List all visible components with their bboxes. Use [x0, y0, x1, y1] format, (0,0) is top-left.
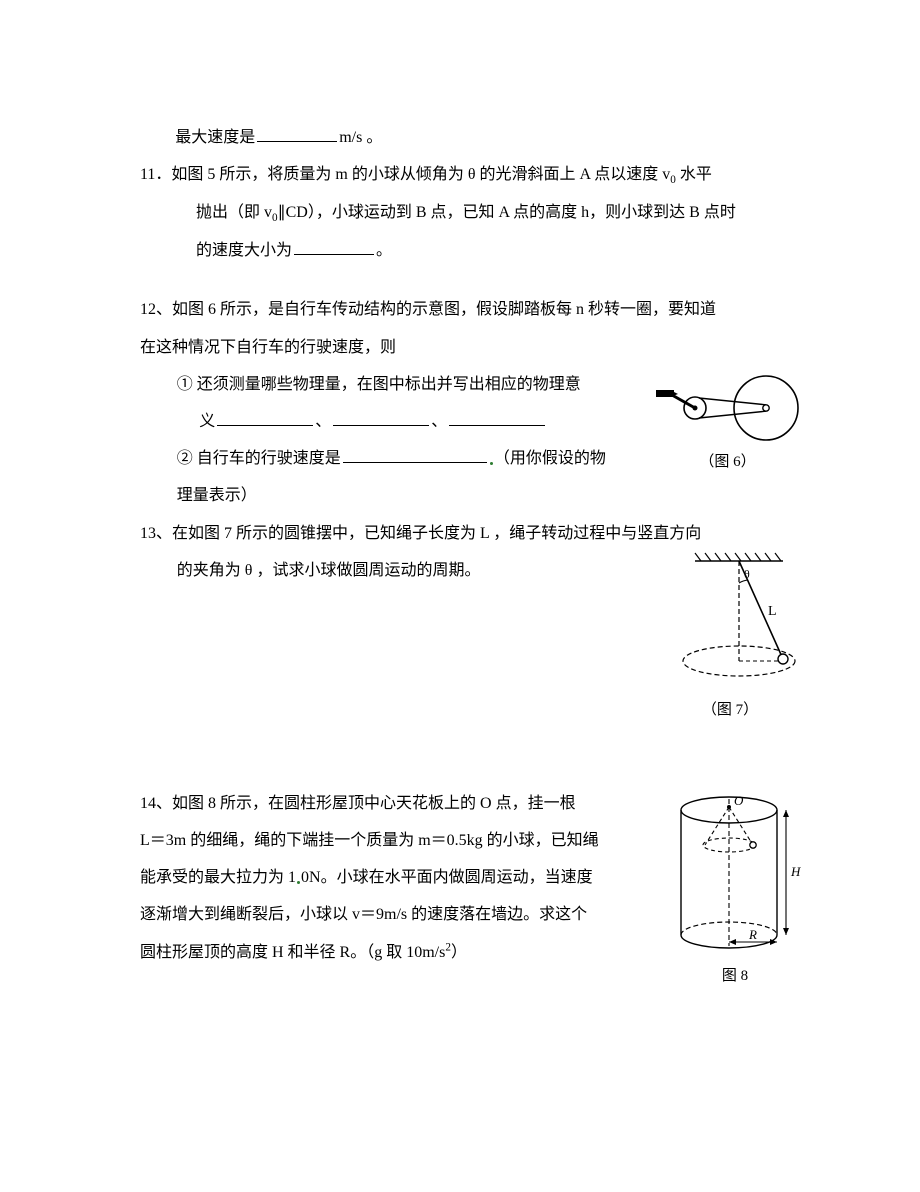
q14-l2t: L＝3m 的细绳，绳的下端挂一个质量为 m＝0.5kg 的小球，已知绳: [140, 832, 599, 849]
q11-blank: [294, 254, 374, 255]
svg-text:H: H: [790, 864, 801, 879]
figure-6-label: （图 6）: [650, 446, 805, 479]
q12-num: 12、: [140, 301, 172, 318]
q11-l2a: 抛出（即 v: [196, 204, 272, 221]
figure-7-svg: θ L: [655, 549, 805, 694]
q12-i2: 在这种情况下自行车的行驶速度，则: [140, 339, 396, 356]
q14-l3b: 0N。小球在水平面内做圆周运动，当速度: [301, 869, 593, 886]
svg-text:O: O: [734, 793, 744, 808]
q11-l3b: 。: [376, 242, 392, 259]
q13-l2: 的夹角为 θ ，试求小球做圆周运动的周期。: [177, 562, 481, 579]
q10-tail-unit: m/s 。: [339, 129, 382, 146]
q14-l5a: 圆柱形屋顶的高度 H 和半径 R。（g 取 10m/s: [140, 944, 445, 961]
q11-l2b: ∥CD），小球运动到 B 点，已知 A 点的高度 h，则小球到达 B 点时: [278, 204, 736, 221]
q12-item2-tail: 理量表示）: [140, 478, 805, 513]
q10-blank: [257, 141, 337, 142]
q12-sep1: 、: [315, 413, 331, 430]
q10-tail: 最大速度是 m/s 。: [140, 120, 805, 155]
green-dot-icon: [297, 881, 300, 884]
figure-8-label: 图 8: [665, 960, 805, 993]
svg-text:L: L: [768, 604, 777, 619]
q12-item1-cont: 义: [199, 413, 215, 430]
q12-item2-tail-text: 理量表示）: [177, 487, 257, 504]
q12-intro1: 12、如图 6 所示，是自行车传动结构的示意图，假设脚踏板每 n 秒转一圈，要知…: [140, 292, 805, 327]
svg-text:θ: θ: [744, 567, 750, 581]
q12-blank1: [217, 425, 313, 426]
svg-text:R: R: [748, 927, 757, 942]
figure-7-label: （图 7）: [655, 694, 805, 727]
q11-line2: 抛出（即 v0∥CD），小球运动到 B 点，已知 A 点的高度 h，则小球到达 …: [140, 195, 805, 231]
q12-item2a: ② 自行车的行驶速度是: [177, 450, 341, 467]
q11-num: 11．: [140, 166, 171, 183]
q13-num: 13、: [140, 525, 172, 542]
q12-item1-text: ① 还须测量哪些物理量，在图中标出并写出相应的物理意: [177, 376, 581, 393]
figure-6-svg: [650, 371, 805, 446]
q10-tail-prefix: 最大速度是: [175, 129, 255, 146]
figure-6-wrap: （图 6）: [650, 371, 805, 479]
q14-l1t: 如图 8 所示，在圆柱形屋顶中心天花板上的 O 点，挂一根: [172, 795, 576, 812]
q12-item2-note: （用你假设的物: [494, 450, 606, 467]
q14-l3a: 能承受的最大拉力为 1: [140, 869, 296, 886]
figure-8-svg: O H R: [665, 790, 805, 960]
q12-blank2: [333, 425, 429, 426]
q14-l4t: 逐渐增大到绳断裂后，小球以 v＝9m/s 的速度落在墙边。求这个: [140, 906, 587, 923]
q12-sep2: 、: [431, 413, 447, 430]
q13-l1: 在如图 7 所示的圆锥摆中，已知绳子长度为 L ，绳子转动过程中与竖直方向: [172, 525, 701, 542]
q11-l3a: 的速度大小为: [196, 242, 292, 259]
q11-line1: 11．如图 5 所示，将质量为 m 的小球从倾角为 θ 的光滑斜面上 A 点以速…: [140, 157, 805, 193]
q14-l5b: ）: [451, 944, 467, 961]
figure-8-wrap: O H R 图 8: [665, 790, 805, 993]
q14-num: 14、: [140, 795, 172, 812]
figure-7-wrap: θ L （图 7）: [655, 549, 805, 727]
q12-blank3: [449, 425, 545, 426]
green-dot-icon: [490, 462, 493, 465]
q11-l1b: 水平: [676, 166, 712, 183]
q11-line3: 的速度大小为 。: [140, 233, 805, 268]
q12-blank4: [343, 462, 487, 463]
q13-line1: 13、在如图 7 所示的圆锥摆中，已知绳子长度为 L ，绳子转动过程中与竖直方向: [140, 516, 805, 551]
q11-l1a: 如图 5 所示，将质量为 m 的小球从倾角为 θ 的光滑斜面上 A 点以速度 v: [171, 166, 670, 183]
q12-intro2: 在这种情况下自行车的行驶速度，则: [140, 330, 805, 365]
q12-i1: 如图 6 所示，是自行车传动结构的示意图，假设脚踏板每 n 秒转一圈，要知道: [172, 301, 716, 318]
